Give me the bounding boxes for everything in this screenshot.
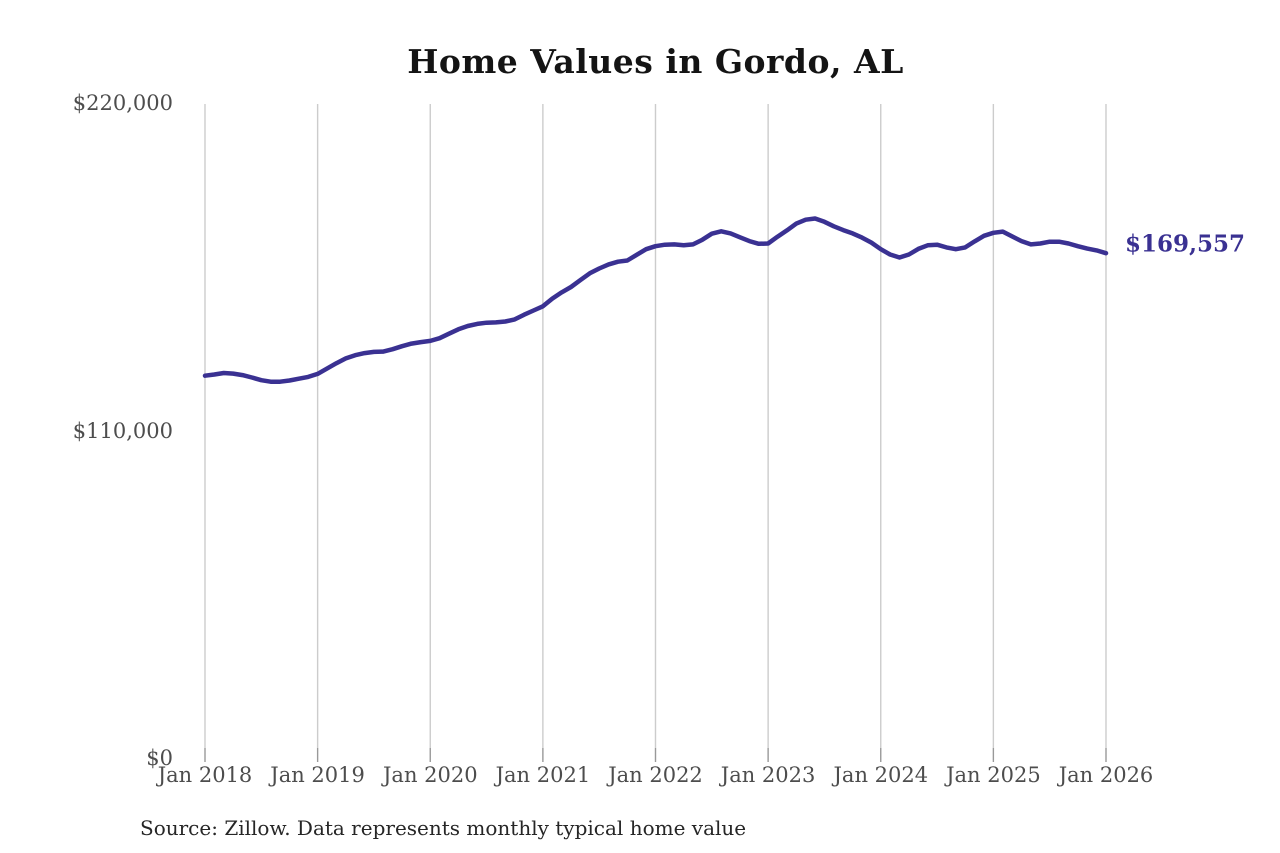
- x-axis-label: Jan 2019: [270, 763, 365, 787]
- x-axis-label: Jan 2018: [157, 763, 253, 787]
- y-axis-label: $110,000: [72, 418, 173, 443]
- vertical-gridlines: [204, 104, 1107, 748]
- x-axis-label: Jan 2020: [383, 763, 478, 787]
- x-axis-label: Jan 2021: [495, 763, 591, 787]
- x-axis-label: Jan 2022: [608, 763, 703, 787]
- x-axis-ticks: [204, 748, 1107, 762]
- source-note: Source: Zillow. Data represents monthly …: [140, 816, 747, 840]
- current-value-label: $169,557: [1125, 230, 1246, 258]
- x-axis-label: Jan 2025: [946, 763, 1041, 787]
- chart-title: Home Values in Gordo, AL: [407, 42, 904, 81]
- x-axis-label: Jan 2023: [720, 763, 816, 787]
- y-axis-label: $0: [146, 746, 173, 770]
- x-axis-label: Jan 2026: [1058, 763, 1154, 787]
- home-value-line: [202, 216, 1109, 384]
- x-axis-label: Jan 2024: [833, 763, 929, 787]
- y-axis-label: $220,000: [72, 91, 173, 115]
